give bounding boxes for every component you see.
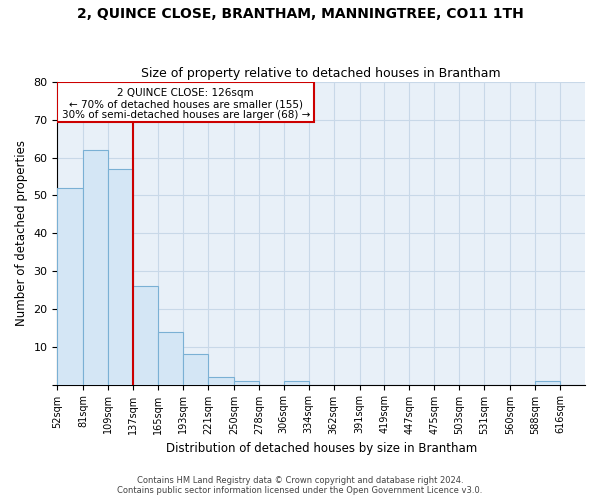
Bar <box>83 150 108 384</box>
Title: Size of property relative to detached houses in Brantham: Size of property relative to detached ho… <box>142 66 501 80</box>
Text: 2 QUINCE CLOSE: 126sqm: 2 QUINCE CLOSE: 126sqm <box>118 88 254 98</box>
Y-axis label: Number of detached properties: Number of detached properties <box>15 140 28 326</box>
Text: Contains HM Land Registry data © Crown copyright and database right 2024.
Contai: Contains HM Land Registry data © Crown c… <box>118 476 482 495</box>
Bar <box>535 381 560 384</box>
Text: 30% of semi-detached houses are larger (68) →: 30% of semi-detached houses are larger (… <box>62 110 310 120</box>
Bar <box>158 332 183 384</box>
Bar <box>183 354 208 384</box>
Text: ← 70% of detached houses are smaller (155): ← 70% of detached houses are smaller (15… <box>69 99 303 109</box>
X-axis label: Distribution of detached houses by size in Brantham: Distribution of detached houses by size … <box>166 442 477 455</box>
FancyBboxPatch shape <box>58 82 314 122</box>
Bar <box>234 381 259 384</box>
Bar <box>58 188 83 384</box>
Bar <box>284 381 309 384</box>
Bar <box>133 286 158 384</box>
Bar <box>108 169 133 384</box>
Bar <box>208 377 234 384</box>
Text: 2, QUINCE CLOSE, BRANTHAM, MANNINGTREE, CO11 1TH: 2, QUINCE CLOSE, BRANTHAM, MANNINGTREE, … <box>77 8 523 22</box>
